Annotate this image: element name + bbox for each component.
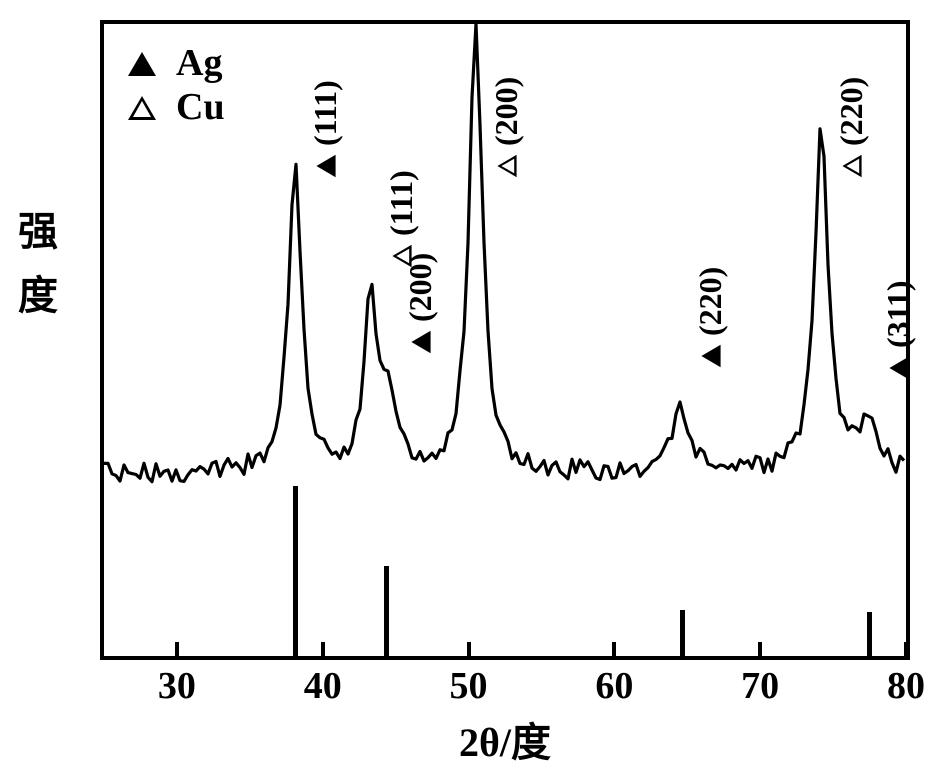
peak-label-text: (200): [488, 77, 525, 146]
filled-triangle-icon: [701, 345, 720, 367]
xrd-figure: 强 度 Ag Cu (111)(111)(200)(200)(220)(220)…: [0, 0, 933, 768]
xtick-label: 50: [450, 664, 488, 708]
peak-label-text: (220): [833, 77, 870, 146]
xtick-label: 40: [304, 664, 342, 708]
x-axis-label: 2θ/度: [100, 710, 910, 768]
xtick-mark: [612, 642, 616, 656]
xtick-mark: [904, 642, 908, 656]
reference-stick: [293, 486, 298, 656]
xtick-label: 70: [741, 664, 779, 708]
xtick-mark: [758, 642, 762, 656]
peak-label-text: (220): [692, 267, 729, 336]
xtick-mark: [321, 642, 325, 656]
open-triangle-icon: [497, 155, 516, 177]
open-triangle-icon: [842, 155, 861, 177]
peak-label-text: (200): [402, 253, 439, 322]
peak-label: (111): [307, 80, 344, 180]
ylabel-char-1: 强: [18, 200, 58, 264]
xtick-label: 60: [595, 664, 633, 708]
peak-label: (200): [488, 77, 525, 180]
peak-label-text: (111): [307, 80, 344, 146]
xtick-mark: [467, 642, 471, 656]
filled-triangle-icon: [889, 357, 908, 379]
plot-panel: Ag Cu (111)(111)(200)(200)(220)(220)(311…: [100, 20, 910, 660]
reference-stick: [680, 610, 685, 656]
xtick-label: 30: [158, 664, 196, 708]
peak-label-text: (311): [880, 280, 917, 348]
peak-label: (200): [402, 253, 439, 356]
xtick-mark: [175, 642, 179, 656]
ylabel-char-2: 度: [18, 264, 58, 328]
reference-stick: [867, 612, 872, 656]
peak-label: (220): [833, 77, 870, 180]
filled-triangle-icon: [411, 331, 430, 353]
filled-triangle-icon: [316, 155, 335, 177]
peak-label-text: (111): [383, 170, 420, 236]
reference-stick: [384, 566, 389, 656]
y-axis-label: 强 度: [18, 200, 58, 328]
peak-label: (311): [880, 280, 917, 382]
xtick-label: 80: [887, 664, 925, 708]
peak-label: (220): [692, 267, 729, 370]
